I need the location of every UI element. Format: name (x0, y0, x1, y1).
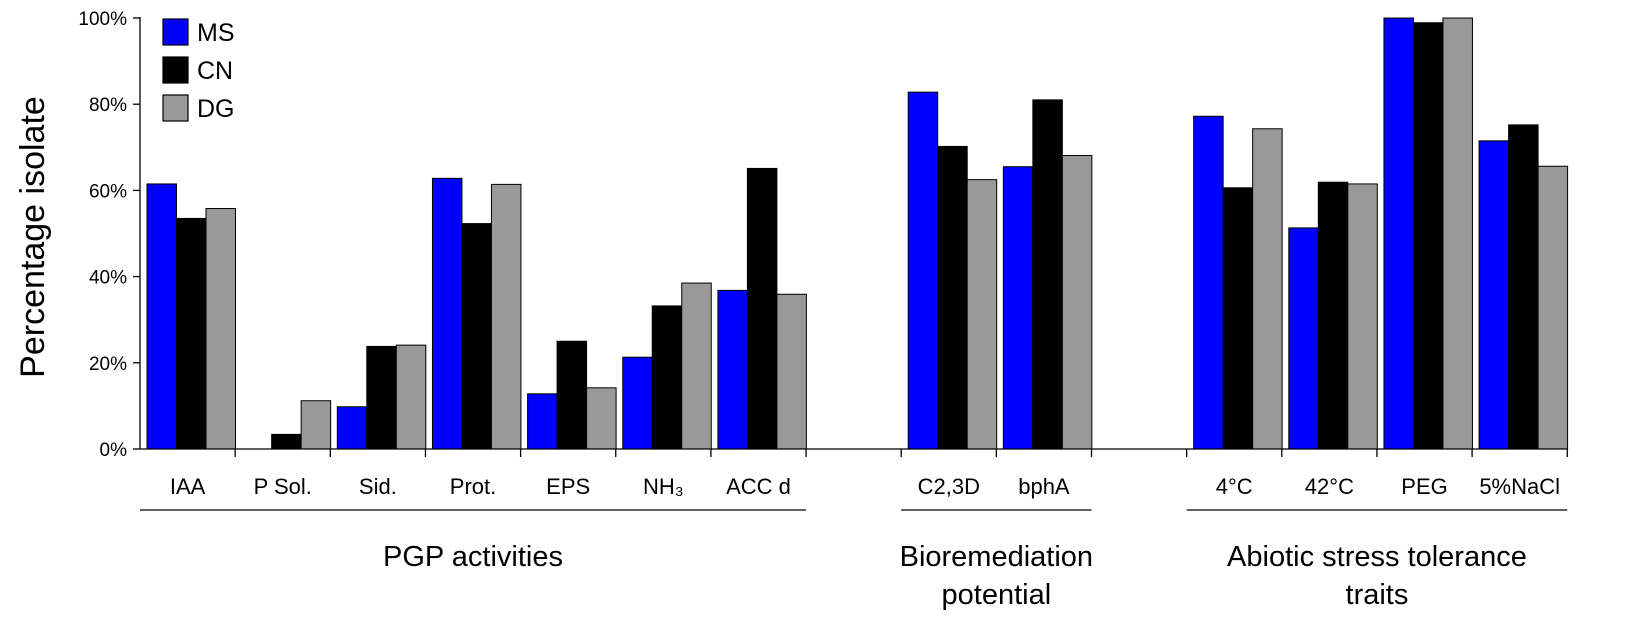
bar-dg-sid (395, 344, 427, 450)
category-label-42-c: 42°C (1305, 474, 1354, 499)
y-tick-label: 40% (89, 268, 127, 289)
y-axis-title: Percentage isolate (14, 96, 52, 378)
group-label-bioremediation-line-2: potential (942, 579, 1052, 611)
y-tick-label: 0% (100, 440, 128, 461)
bar-dg-iaa (205, 208, 236, 450)
labels-layer: 0% 20% 40% 60% 80% 100% IAA P Sol. Sid. Prot. EPS N… (14, 9, 1560, 611)
group-label-pgp-activities: PGP activities (383, 541, 563, 573)
bar-ms-peg (1383, 17, 1414, 450)
category-label-eps: EPS (546, 474, 590, 499)
y-tick-label: 20% (89, 354, 127, 375)
bar-dg-nh3 (681, 282, 712, 450)
group-label-bioremediation: Bioremediation (900, 541, 1093, 573)
bar-dg-prot (490, 183, 522, 450)
bar-ms-iaa (146, 183, 177, 450)
bar-dg-c2-3d (966, 179, 998, 450)
bar-cn-42-c (1317, 181, 1349, 450)
legend-swatch-dg (162, 94, 189, 122)
group-label-abiotic-stress-tolerance-line-2: traits (1346, 579, 1409, 611)
category-label-4-c: 4°C (1216, 474, 1253, 499)
bar-ms-42-c (1288, 227, 1319, 450)
bar-cn-acc-d (746, 167, 778, 450)
bar-ms-5-nacl (1478, 140, 1510, 450)
bar-dg-p-sol (300, 400, 332, 450)
bar-cn-4-c (1222, 187, 1254, 450)
bar-cn-bpha (1032, 99, 1063, 450)
legend: MS CN DG (162, 18, 235, 123)
y-tick-label: 60% (89, 181, 127, 202)
group-label-abiotic-stress-tolerance: Abiotic stress tolerance (1227, 541, 1527, 573)
bar-cn-eps (556, 340, 588, 450)
category-label-sid: Sid. (359, 474, 397, 499)
bar-dg-4-c (1252, 128, 1283, 450)
y-tick-label: 80% (89, 95, 127, 116)
bar-dg-bpha (1061, 154, 1093, 450)
bar-cn-prot (461, 223, 492, 450)
category-label-5-nacl: 5%NaCl (1479, 474, 1560, 499)
category-label-peg: PEG (1401, 474, 1447, 499)
bar-cn-nh3 (651, 305, 683, 450)
bar-dg-peg (1442, 17, 1473, 450)
category-label-p-sol: P Sol. (254, 474, 312, 499)
bar-ms-acc-d (717, 289, 748, 450)
bar-cn-5-nacl (1508, 124, 1539, 450)
bar-dg-42-c (1347, 183, 1378, 450)
y-tick-label: 100% (78, 9, 127, 30)
category-label-c2-3d: C2,3D (918, 474, 980, 499)
bar-cn-c2-3d (937, 145, 968, 450)
bar-dg-eps (586, 387, 617, 450)
bar-ms-sid (336, 406, 368, 450)
legend-label-cn: CN (197, 57, 233, 85)
category-label-bpha: bphA (1018, 474, 1070, 499)
bars-layer (146, 17, 1569, 450)
bar-cn-p-sol (271, 433, 302, 450)
bar-dg-5-nacl (1537, 165, 1569, 450)
bar-ms-4-c (1193, 115, 1224, 450)
category-label-iaa: IAA (170, 474, 206, 499)
bar-cn-iaa (176, 217, 207, 450)
bar-ms-prot (431, 177, 463, 450)
category-label-prot: Prot. (450, 474, 496, 499)
bar-ms-eps (527, 393, 558, 450)
category-label-nh3: NH₃ (643, 474, 684, 499)
bar-dg-acc-d (776, 293, 807, 450)
category-label-acc-d: ACC d (726, 474, 791, 499)
bar-cn-peg (1412, 22, 1444, 450)
axes-layer (133, 17, 1568, 511)
legend-swatch-cn (162, 56, 189, 84)
bar-ms-bpha (1002, 166, 1034, 450)
legend-label-ms: MS (197, 19, 235, 47)
legend-swatch-ms (162, 18, 189, 46)
bar-cn-sid (366, 345, 397, 450)
legend-label-dg: DG (197, 95, 235, 123)
bar-ms-nh3 (622, 356, 653, 450)
bar-ms-c2-3d (907, 91, 939, 450)
